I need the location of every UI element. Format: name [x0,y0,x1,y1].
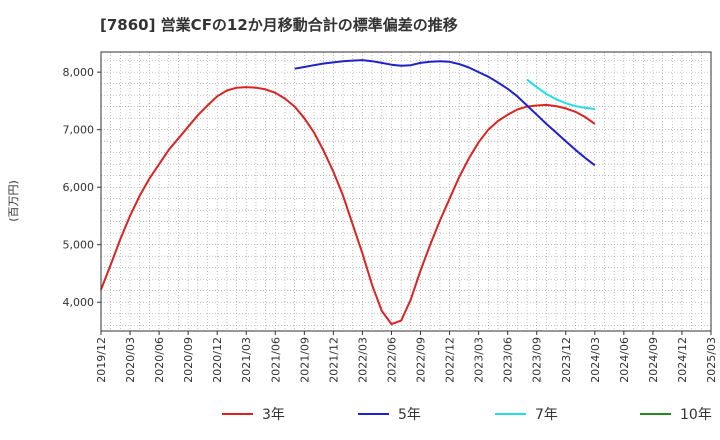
x-tick-label: 2020/03 [124,337,137,383]
x-tick-label: 2022/09 [415,337,428,383]
x-tick-label: 2021/03 [240,337,253,383]
x-tick-label: 2023/06 [502,337,515,383]
y-tick-label: 7,000 [63,124,95,137]
series-group [100,59,596,326]
grid [101,52,711,331]
x-tick-label: 2023/12 [560,337,573,383]
x-tick-label: 2021/12 [327,337,340,383]
x-tick-label: 2024/09 [647,337,660,383]
x-tick-label: 2022/06 [385,337,398,383]
series-line-7年 [526,78,595,110]
x-tick-label: 2020/12 [211,337,224,383]
y-axis-label: (百万円) [7,180,20,222]
x-axis: 2019/12 2020/03 2020/06 2020/09 2020/12 2021/… [95,331,718,383]
x-tick-label: 2024/03 [589,337,602,383]
y-tick-label: 6,000 [63,181,95,194]
x-tick-label: 2024/06 [618,337,631,383]
legend-label-7年: 7年 [535,407,558,423]
y-tick-label: 5,000 [63,239,95,252]
y-tick-label: 4,000 [63,296,95,309]
legend: 3年 5年 7年 10年 [222,407,712,423]
legend-label-3年: 3年 [262,407,285,423]
x-tick-label: 2019/12 [95,337,108,383]
series-line-3年 [100,86,596,326]
x-tick-label: 2021/06 [269,337,282,383]
x-tick-label: 2022/03 [356,337,369,383]
plot-frame [100,51,712,332]
x-tick-label: 2020/09 [182,337,195,383]
x-tick-label: 2023/09 [531,337,544,383]
legend-label-5年: 5年 [398,407,421,423]
y-tick-label: 8,000 [63,66,95,79]
x-tick-label: 2024/12 [676,337,689,383]
x-tick-label: 2023/03 [473,337,486,383]
x-tick-label: 2020/06 [153,337,166,383]
x-tick-label: 2021/09 [298,337,311,383]
x-tick-label: 2025/03 [705,337,718,383]
legend-label-10年: 10年 [680,407,712,423]
chart-title: [7860] 営業CFの12か月移動合計の標準偏差の推移 [100,16,458,34]
y-axis: 4,000 5,000 6,000 7,000 8,000 [63,66,101,309]
x-tick-label: 2022/12 [444,337,457,383]
series-line-5年 [294,59,596,167]
